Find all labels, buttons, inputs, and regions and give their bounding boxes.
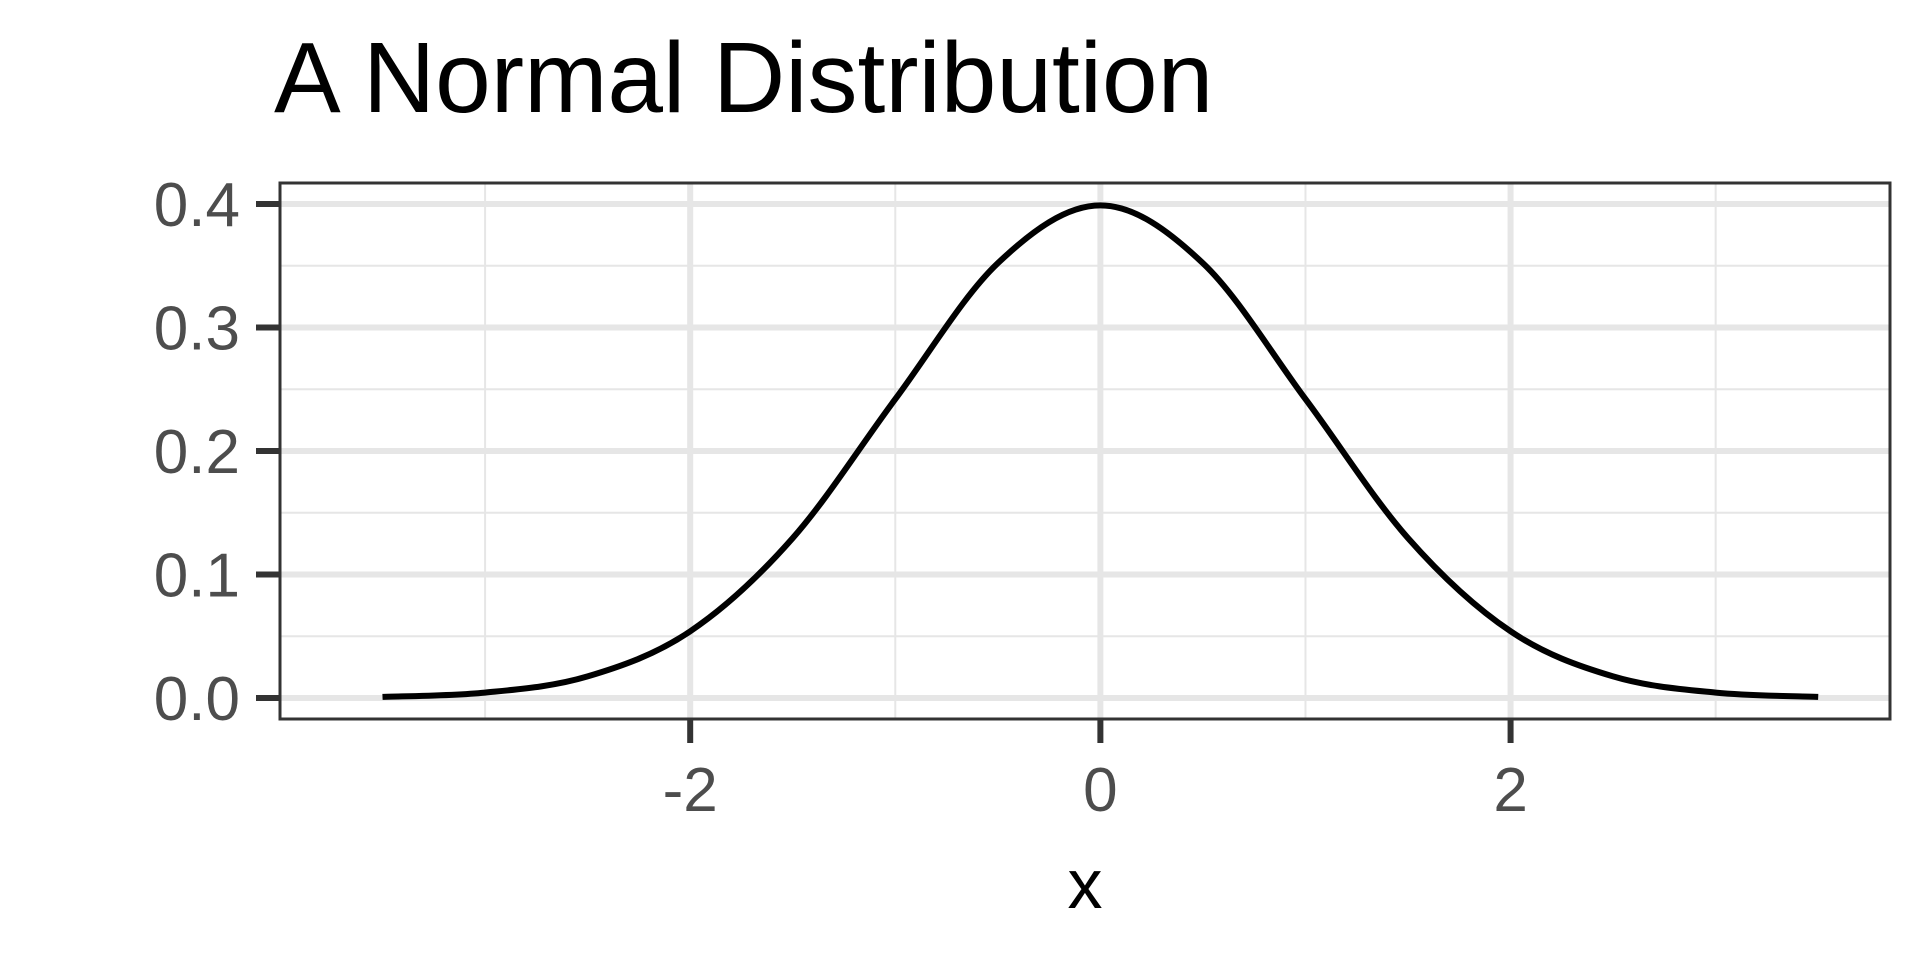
y-tick-label: 0.2 <box>154 418 240 487</box>
x-tick-label: -2 <box>663 756 718 825</box>
chart-title: A Normal Distribution <box>274 22 1214 134</box>
y-tick-label: 0.0 <box>154 665 240 734</box>
density-curve <box>382 202 1819 700</box>
y-tick-label: 0.1 <box>154 542 240 611</box>
y-tick-label: 0.3 <box>154 294 240 363</box>
y-tick-label: 0.4 <box>154 171 240 240</box>
x-tick-label: 2 <box>1493 756 1527 825</box>
major-gridlines <box>280 183 1890 719</box>
x-tick-label: 0 <box>1083 756 1117 825</box>
series-layer <box>382 202 1819 700</box>
x-axis-title: x <box>1068 845 1103 923</box>
x-axis: -2 0 2 <box>663 719 1528 825</box>
y-axis: 0.0 0.1 0.2 0.3 0.4 <box>154 171 280 734</box>
